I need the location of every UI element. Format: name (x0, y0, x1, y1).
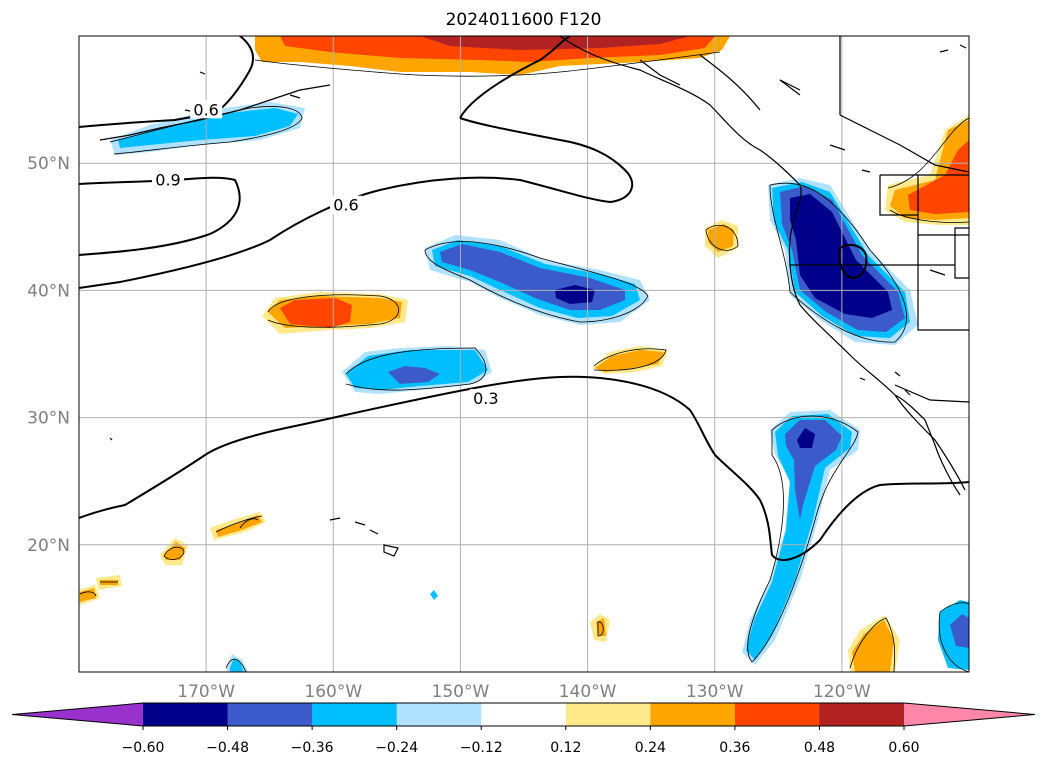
contour-0.9 (79, 176, 241, 256)
colorbar-tick-labels: −0.60 −0.48 −0.36 −0.24 −0.12 0.12 0.24 0.36 0.4… (122, 726, 920, 756)
lon-tick-label: 130°W (686, 682, 744, 702)
colorbar-tick-label: −0.12 (460, 740, 503, 756)
contour-0.6-gulf (79, 36, 634, 289)
latitude-labels: 50°N 40°N 30°N 20°N (27, 154, 70, 556)
colorbar-tick-label: −0.24 (375, 740, 418, 756)
lon-tick-label: 160°W (304, 682, 362, 702)
contour-label-bg (190, 100, 223, 119)
colorbar-extension-low (12, 703, 143, 726)
contour-labels: 0.6 0.9 0.6 0.3 (152, 100, 502, 408)
colorbar-segment (819, 703, 905, 726)
colorbar-extension-high (904, 703, 1035, 726)
contour-label: 0.9 (155, 170, 180, 189)
lat-tick-label: 40°N (27, 281, 70, 301)
anomaly-fills (79, 36, 969, 672)
lon-tick-label: 150°W (432, 682, 490, 702)
map-plot-area (79, 36, 969, 672)
colorbar-segment (565, 703, 651, 726)
contour-0.3 (79, 375, 969, 561)
colorbar-segment (143, 703, 229, 726)
contour-label-bg (330, 195, 362, 214)
contour-label-bg (469, 389, 502, 408)
colorbar-tick-label: 0.36 (719, 740, 750, 756)
contour-label: 0.6 (333, 196, 358, 215)
lat-tick-label: 20°N (27, 536, 70, 556)
contour-label: 0.6 (193, 100, 218, 119)
colorbar-tick-label: −0.48 (206, 740, 249, 756)
colorbar-segment (312, 703, 398, 726)
colorbar-segment (650, 703, 736, 726)
colorbar-segment (481, 703, 567, 726)
colorbar-segment (227, 703, 313, 726)
colorbar (11, 702, 1036, 727)
lon-tick-label: 140°W (559, 682, 617, 702)
longitude-labels: 170°W 160°W 150°W 140°W 130°W 120°W (177, 682, 871, 702)
lat-tick-label: 30°N (27, 409, 70, 429)
gridlines (79, 36, 969, 672)
colorbar-segment (396, 703, 482, 726)
lon-tick-label: 170°W (177, 682, 235, 702)
lon-tick-label: 120°W (813, 682, 871, 702)
map-frame (78, 35, 970, 673)
colorbar-tick-label: 0.60 (888, 740, 919, 756)
colorbar-tick-label: 0.48 (804, 740, 835, 756)
colorbar-tick-label: 0.12 (550, 740, 581, 756)
lat-tick-label: 50°N (27, 154, 70, 174)
colorbar-tick-label: 0.24 (635, 740, 666, 756)
colorbar-tick-label: −0.60 (122, 740, 165, 756)
map-title: 2024011600 F120 (445, 10, 602, 30)
contour-label-bg (152, 170, 184, 189)
colorbar-segment (734, 703, 820, 726)
colorbar-tick-label: −0.36 (291, 740, 334, 756)
contour-label: 0.3 (473, 389, 498, 408)
contour-lines (79, 36, 969, 561)
